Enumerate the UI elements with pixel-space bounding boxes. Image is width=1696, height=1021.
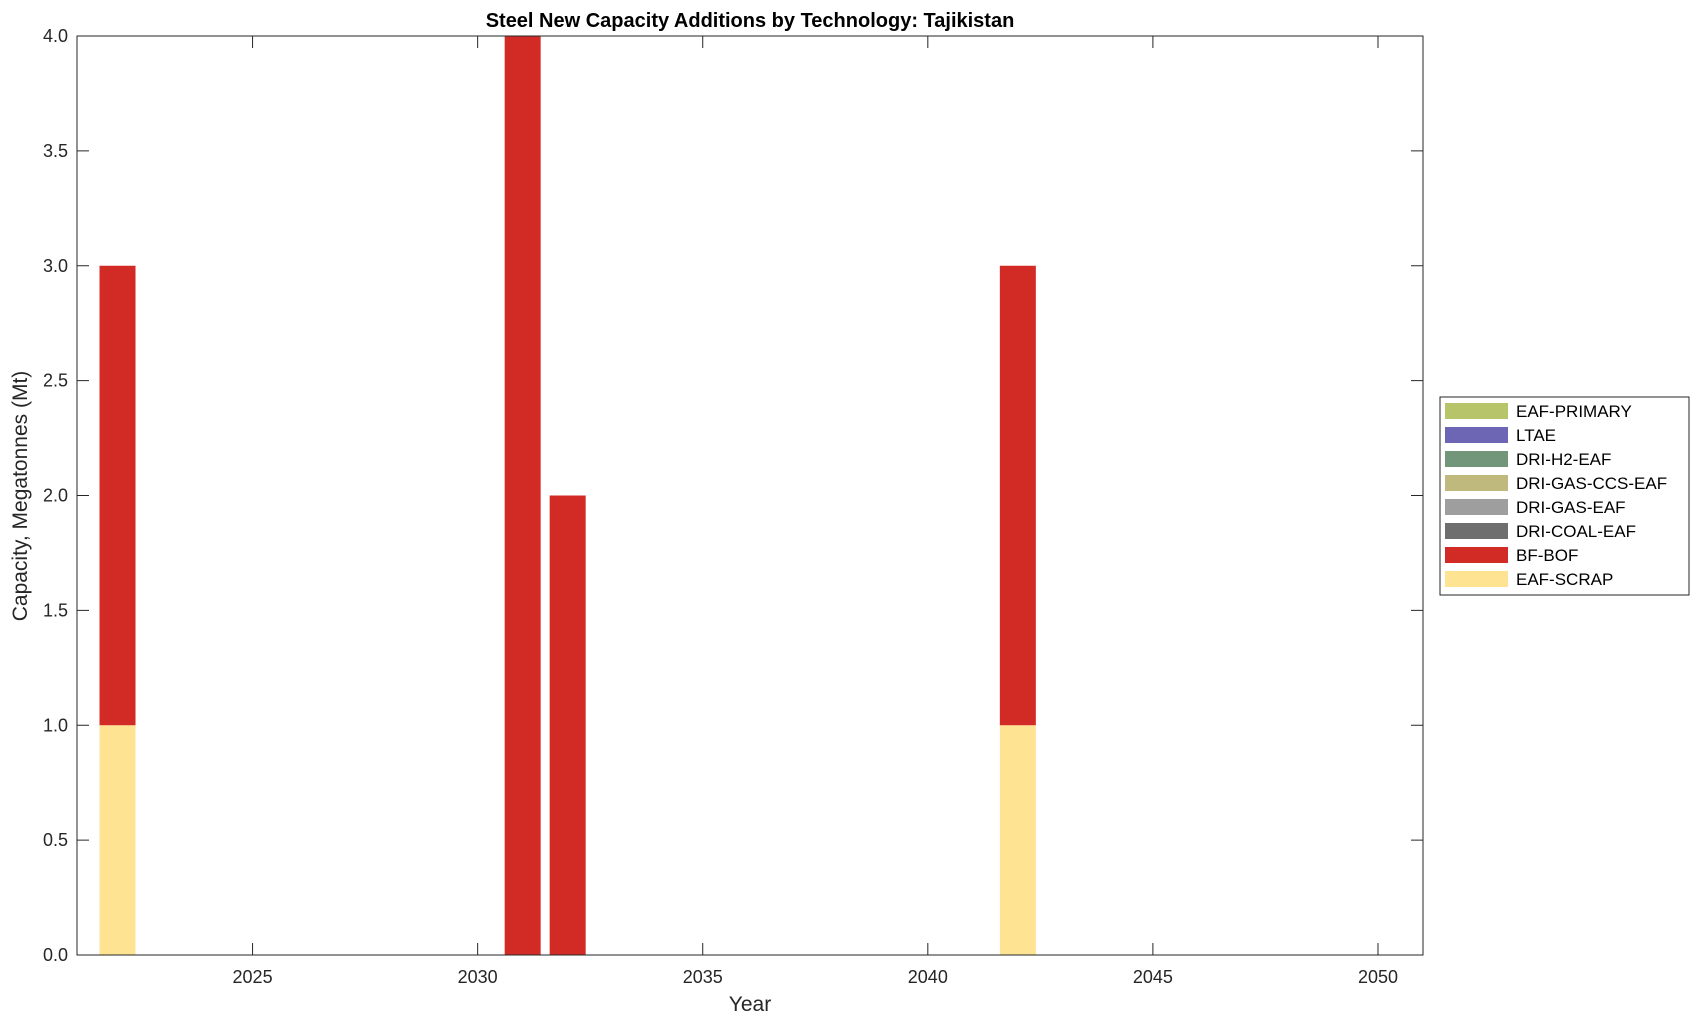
x-tick-label: 2025 (233, 967, 273, 987)
legend-swatch-eaf-primary (1445, 403, 1508, 419)
x-tick-label: 2035 (683, 967, 723, 987)
legend-label-eaf-primary: EAF-PRIMARY (1516, 402, 1632, 421)
y-tick-label: 2.0 (43, 486, 68, 506)
bar-eaf-scrap-2042 (999, 725, 1036, 955)
legend-label-dri-coal-eaf: DRI-COAL-EAF (1516, 522, 1636, 541)
x-tick-label: 2040 (908, 967, 948, 987)
legend-swatch-dri-gas-ccs-eaf (1445, 475, 1508, 491)
x-tick-label: 2045 (1133, 967, 1173, 987)
legend-box (1439, 396, 1690, 596)
legend: EAF-PRIMARY LTAE DRI-H2-EAF DRI-GAS-CCS-EAF… (1439, 396, 1690, 596)
x-tick-label: 2030 (458, 967, 498, 987)
y-tick-label: 4.0 (43, 26, 68, 46)
legend-swatch-dri-coal-eaf (1445, 523, 1508, 539)
x-tick-labels: 2025 2030 2035 2040 2045 2050 (233, 967, 1398, 987)
bar-eaf-scrap-2022 (99, 725, 136, 955)
bar-bf-bof-2032 (549, 495, 586, 955)
legend-swatch-dri-gas-eaf (1445, 499, 1508, 515)
y-tick-label: 3.5 (43, 141, 68, 161)
y-tick-label: 0.0 (43, 945, 68, 965)
y-tick-label: 0.5 (43, 830, 68, 850)
legend-swatch-eaf-scrap (1445, 571, 1508, 587)
bar-bf-bof-2031 (504, 36, 541, 955)
y-axis-label: Capacity, Megatonnes (Mt) (9, 371, 32, 622)
legend-label-bf-bof: BF-BOF (1516, 546, 1578, 565)
legend-swatch-ltae (1445, 427, 1508, 443)
legend-label-dri-h2-eaf: DRI-H2-EAF (1516, 450, 1611, 469)
plot-frame (76, 35, 1424, 956)
legend-swatch-bf-bof (1445, 547, 1508, 563)
legend-label-eaf-scrap: EAF-SCRAP (1516, 570, 1613, 589)
legend-label-dri-gas-ccs-eaf: DRI-GAS-CCS-EAF (1516, 474, 1667, 493)
x-tick-label: 2050 (1358, 967, 1398, 987)
legend-label-ltae: LTAE (1516, 426, 1556, 445)
bar-bf-bof-2022 (99, 265, 136, 726)
legend-items: EAF-PRIMARY LTAE DRI-H2-EAF DRI-GAS-CCS-EAF… (1445, 402, 1667, 589)
y-tick-label: 1.0 (43, 715, 68, 735)
y-tick-label: 1.5 (43, 600, 68, 620)
y-tick-labels: 0.0 0.5 1.0 1.5 2.0 2.5 3.0 3.5 4.0 (43, 26, 68, 965)
bars (99, 36, 1036, 955)
axis-ticks (77, 35, 1423, 956)
bar-bf-bof-2042 (999, 265, 1036, 726)
chart-title: Steel New Capacity Additions by Technolo… (486, 10, 1015, 32)
y-tick-label: 3.0 (43, 256, 68, 276)
y-tick-label: 2.5 (43, 371, 68, 391)
legend-label-dri-gas-eaf: DRI-GAS-EAF (1516, 498, 1626, 517)
x-axis-label: Year (729, 993, 771, 1016)
legend-swatch-dri-h2-eaf (1445, 451, 1508, 467)
